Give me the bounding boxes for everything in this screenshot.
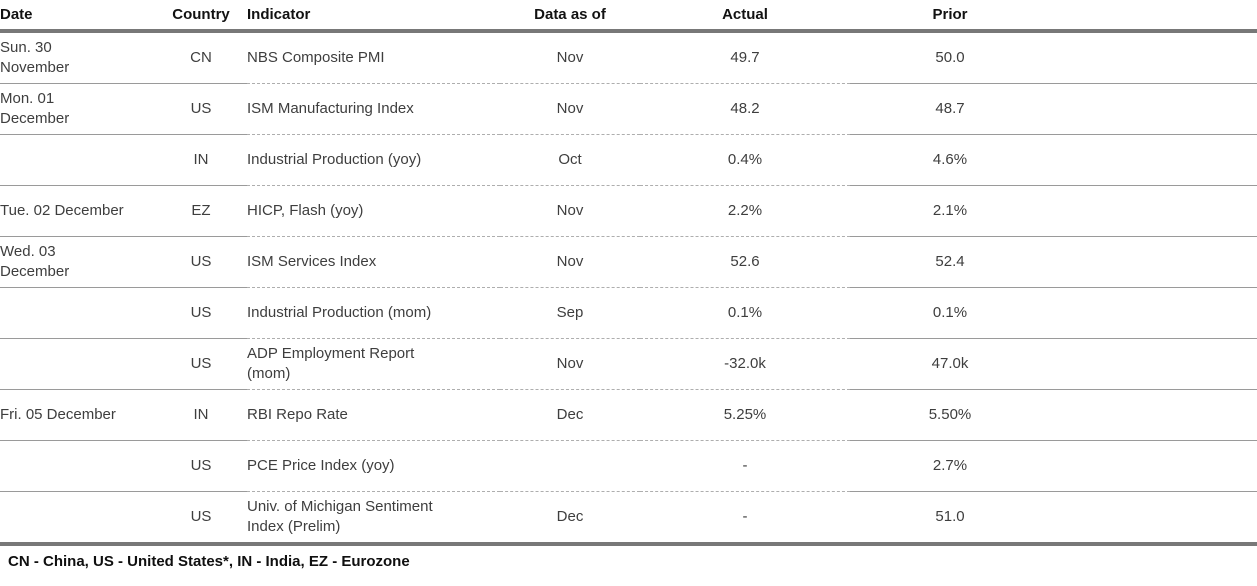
cell-date: Fri. 05 December [0, 389, 155, 441]
cell-indicator: RBI Repo Rate [247, 389, 500, 441]
cell-data-as-of: Sep [500, 287, 640, 339]
cell-indicator: ADP Employment Report (mom) [247, 338, 500, 390]
table-row: Mon. 01 December US ISM Manufacturing In… [0, 83, 1257, 135]
table-row: US PCE Price Index (yoy) - 2.7% [0, 440, 1257, 492]
cell-prior: 4.6% [850, 134, 1050, 186]
cell-prior: 5.50% [850, 389, 1050, 441]
cell-country: CN [155, 31, 247, 84]
cell-date [0, 338, 155, 390]
cell-prior: 2.7% [850, 440, 1050, 492]
cell-actual: -32.0k [640, 338, 850, 390]
cell-prior: 0.1% [850, 287, 1050, 339]
column-header-date: Date [0, 0, 155, 33]
cell-filler [1050, 389, 1257, 441]
cell-actual: 2.2% [640, 185, 850, 237]
table-row: US Industrial Production (mom) Sep 0.1% … [0, 287, 1257, 339]
cell-indicator: ISM Services Index [247, 236, 500, 288]
cell-prior: 47.0k [850, 338, 1050, 390]
cell-data-as-of: Nov [500, 338, 640, 390]
cell-filler [1050, 338, 1257, 390]
cell-data-as-of: Oct [500, 134, 640, 186]
column-header-data-as-of: Data as of [500, 0, 640, 33]
cell-filler [1050, 185, 1257, 237]
cell-date: Tue. 02 December [0, 185, 155, 237]
column-header-indicator: Indicator [247, 0, 500, 33]
table-row: Fri. 05 December IN RBI Repo Rate Dec 5.… [0, 389, 1257, 441]
column-header-filler [1050, 0, 1257, 33]
cell-data-as-of: Nov [500, 185, 640, 237]
cell-indicator: NBS Composite PMI [247, 31, 500, 84]
cell-filler [1050, 31, 1257, 84]
cell-country: US [155, 491, 247, 546]
table-row: Sun. 30 November CN NBS Composite PMI No… [0, 31, 1257, 84]
cell-country: IN [155, 134, 247, 186]
cell-date: Wed. 03 December [0, 236, 155, 288]
cell-data-as-of [500, 440, 640, 492]
cell-date: Mon. 01 December [0, 83, 155, 135]
cell-filler [1050, 440, 1257, 492]
cell-data-as-of: Dec [500, 389, 640, 441]
cell-filler [1050, 134, 1257, 186]
cell-data-as-of: Dec [500, 491, 640, 546]
cell-date [0, 491, 155, 546]
cell-filler [1050, 236, 1257, 288]
cell-country: EZ [155, 185, 247, 237]
table-row: Tue. 02 December EZ HICP, Flash (yoy) No… [0, 185, 1257, 237]
cell-actual: 49.7 [640, 31, 850, 84]
cell-filler [1050, 491, 1257, 546]
cell-country: US [155, 236, 247, 288]
cell-actual: 0.4% [640, 134, 850, 186]
cell-date [0, 287, 155, 339]
cell-indicator: HICP, Flash (yoy) [247, 185, 500, 237]
column-header-country: Country [155, 0, 247, 33]
cell-date [0, 134, 155, 186]
column-header-prior: Prior [850, 0, 1050, 33]
table-header-row: Date Country Indicator Data as of Actual… [0, 0, 1257, 33]
cell-actual: 52.6 [640, 236, 850, 288]
cell-prior: 51.0 [850, 491, 1050, 546]
cell-data-as-of: Nov [500, 236, 640, 288]
table-row: US Univ. of Michigan Sentiment Index (Pr… [0, 491, 1257, 546]
cell-prior: 48.7 [850, 83, 1050, 135]
cell-indicator: Industrial Production (yoy) [247, 134, 500, 186]
cell-data-as-of: Nov [500, 31, 640, 84]
table-row: Wed. 03 December US ISM Services Index N… [0, 236, 1257, 288]
country-legend-footnote: CN - China, US - United States*, IN - In… [8, 553, 410, 570]
cell-filler [1050, 83, 1257, 135]
table-row: IN Industrial Production (yoy) Oct 0.4% … [0, 134, 1257, 186]
cell-country: US [155, 83, 247, 135]
cell-date [0, 440, 155, 492]
cell-data-as-of: Nov [500, 83, 640, 135]
cell-actual: - [640, 491, 850, 546]
cell-prior: 50.0 [850, 31, 1050, 84]
cell-country: IN [155, 389, 247, 441]
cell-indicator: Industrial Production (mom) [247, 287, 500, 339]
cell-country: US [155, 440, 247, 492]
cell-date: Sun. 30 November [0, 31, 155, 84]
cell-actual: 5.25% [640, 389, 850, 441]
cell-indicator: Univ. of Michigan Sentiment Index (Preli… [247, 491, 500, 546]
column-header-actual: Actual [640, 0, 850, 33]
table-row: US ADP Employment Report (mom) Nov -32.0… [0, 338, 1257, 390]
cell-country: US [155, 338, 247, 390]
cell-actual: - [640, 440, 850, 492]
cell-actual: 0.1% [640, 287, 850, 339]
cell-country: US [155, 287, 247, 339]
cell-indicator: PCE Price Index (yoy) [247, 440, 500, 492]
cell-prior: 2.1% [850, 185, 1050, 237]
cell-actual: 48.2 [640, 83, 850, 135]
cell-indicator: ISM Manufacturing Index [247, 83, 500, 135]
cell-prior: 52.4 [850, 236, 1050, 288]
cell-filler [1050, 287, 1257, 339]
economic-calendar-table: Date Country Indicator Data as of Actual… [0, 0, 1257, 546]
